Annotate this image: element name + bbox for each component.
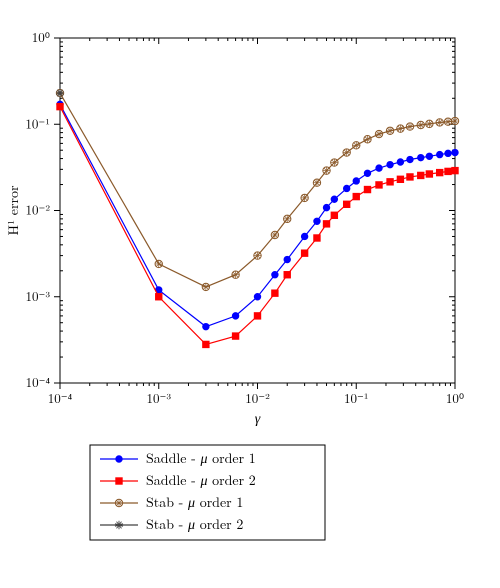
legend-label-stab1: Stab - μ order 1 [146,492,243,512]
x-tick-label: 10⁻² [245,388,270,407]
legend-label-saddle1: Saddle - μ order 1 [146,448,256,468]
x-tick-label: 10⁰ [446,388,464,407]
x-tick-label: 10⁻⁴ [48,388,73,407]
y-tick-label: 10⁻² [25,200,50,219]
chart: 10⁻⁴ 10⁻³ 10⁻² 10⁻¹ 10⁰ 10⁻⁴ 10⁻³ 10⁻² 10⁻¹ 10⁰ γ H… [0,0,500,588]
y-axis-title: H¹ error [3,185,23,235]
plot-area [60,38,455,383]
y-tick-label: 10⁰ [32,27,50,46]
y-tick-label: 10⁻¹ [25,113,50,132]
x-tick-label: 10⁻³ [146,388,171,407]
legend-label-stab2: Stab - μ order 2 [146,514,243,534]
x-tick-label: 10⁻¹ [344,388,369,407]
legend-label-saddle2: Saddle - μ order 2 [146,470,256,490]
y-tick-label: 10⁻³ [25,286,50,305]
x-axis-title: γ [255,408,261,428]
y-tick-label: 10⁻⁴ [26,372,51,391]
